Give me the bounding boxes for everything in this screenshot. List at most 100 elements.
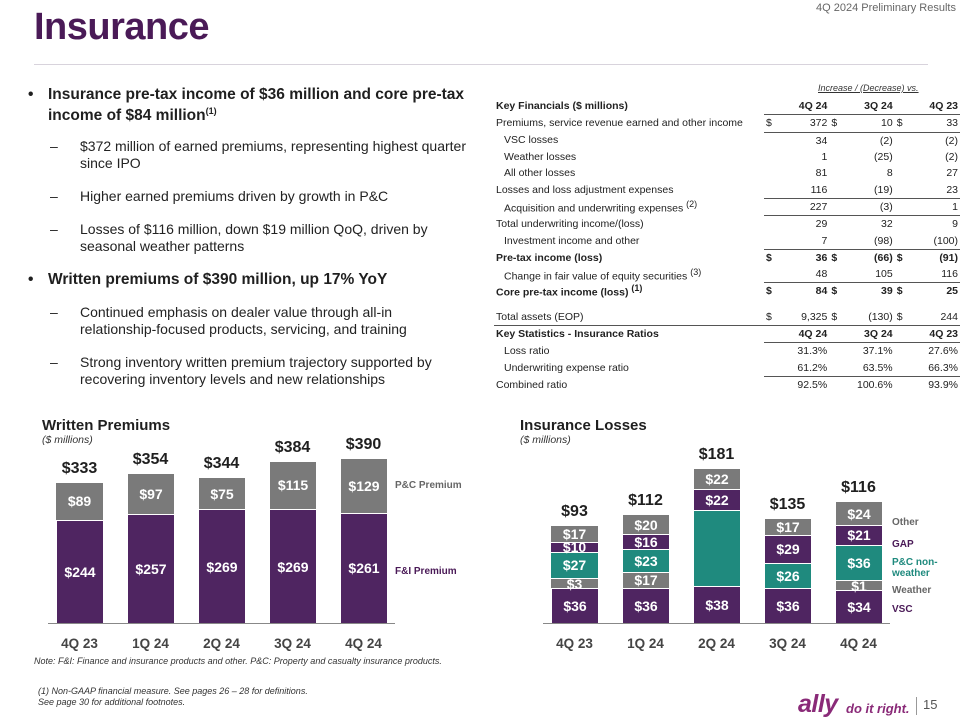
legend-pc-premium: P&C Premium <box>395 480 462 491</box>
bar-segment-f-i-premium: $244 <box>56 519 103 623</box>
col-header: 3Q 24 <box>829 324 895 344</box>
bullet-pretax-income: Insurance pre-tax income of $36 million … <box>28 86 468 124</box>
legend-fi-premium: F&I Premium <box>395 566 457 577</box>
data-label: $36 <box>563 598 587 615</box>
data-label: $26 <box>776 567 800 584</box>
col-header: 4Q 24 <box>763 98 830 116</box>
bar-total-label: $135 <box>769 496 806 514</box>
row-label: Underwriting expense ratio <box>504 361 629 374</box>
bar-total-label: $116 <box>841 479 876 497</box>
bullet-written-premiums: Written premiums of $390 million, up 17%… <box>28 271 468 288</box>
table-cell: 34 <box>815 134 828 147</box>
bar-segment-gap: $16 <box>622 533 669 550</box>
legend-weather: Weather <box>892 585 932 596</box>
bar-segment-p-c-non-weather: $27 <box>551 551 598 579</box>
table-row: Losses and loss adjustment expenses 116 (1… <box>494 181 960 199</box>
x-tick-label: 4Q 23 <box>556 636 593 651</box>
footnote-2: See page 30 for additional footnotes. <box>38 697 186 707</box>
legend-vsc: VSC <box>892 604 913 615</box>
data-label: $269 <box>206 558 238 575</box>
bar-segment-gap: $21 <box>835 524 882 546</box>
table-row: Total assets (EOP) $9,325 $ (130) $244 <box>494 300 960 334</box>
bar-total-label: $333 <box>61 460 98 478</box>
row-label: Pre-tax income (loss) <box>496 251 603 264</box>
bar-segment-weather: $17 <box>622 571 669 589</box>
title-divider <box>34 64 928 65</box>
x-tick-label: 1Q 24 <box>627 636 664 651</box>
bar-total-label: $390 <box>345 436 382 454</box>
bar-segment-other: $20 <box>622 514 669 534</box>
table-cell: 27 <box>946 167 958 180</box>
bar-total-label: $181 <box>698 445 735 463</box>
table-cell: 1 <box>821 151 828 164</box>
bar-segment-p-c-premium: $97 <box>127 473 174 515</box>
table-row: Core pre-tax income (loss) (1) $84 $39 $25 <box>494 283 960 300</box>
bar-total-label: $354 <box>132 451 169 469</box>
data-label: $23 <box>634 552 658 569</box>
table-cell: $ (130) <box>831 310 893 323</box>
sub-bullet: Higher earned premiums driven by growth … <box>28 188 468 205</box>
sub-bullet: $372 million of earned premiums, represe… <box>28 138 468 172</box>
data-label: $36 <box>847 555 871 572</box>
table-cell: 27.6% <box>928 345 958 358</box>
table-cell: 9 <box>952 218 958 231</box>
x-axis <box>543 623 890 624</box>
summary-bullets: Insurance pre-tax income of $36 million … <box>28 86 468 404</box>
x-tick-label: 4Q 23 <box>61 636 98 651</box>
bar-segment-gap: $22 <box>693 489 740 511</box>
data-label: $10 <box>562 539 587 556</box>
table-cell: 63.5% <box>829 359 895 377</box>
data-label: $269 <box>277 558 309 575</box>
row-label: Weather losses <box>504 151 577 164</box>
row-label: Premiums, service revenue earned and oth… <box>496 117 743 130</box>
x-tick-label: 2Q 24 <box>203 636 240 651</box>
tagline: do it right. <box>846 701 910 716</box>
bar-segment-f-i-premium: $257 <box>127 514 174 623</box>
bar-segment-p-c-premium: $75 <box>198 477 245 510</box>
table-cell: (3) <box>829 198 895 217</box>
table-cell: 8 <box>886 167 893 180</box>
table-cell: 31.3% <box>797 345 828 358</box>
chart-subtitle: ($ millions) <box>520 434 571 446</box>
table-row: VSC losses 34 (2) (2) <box>494 132 960 149</box>
row-label: Losses and loss adjustment expenses <box>496 183 674 196</box>
bar-segment-other: $17 <box>764 518 811 535</box>
bar-total-label: $93 <box>561 503 588 521</box>
table-row: Total underwriting income/(loss) 29 32 9 <box>494 216 960 233</box>
data-label: $3 <box>566 575 583 592</box>
data-label: $257 <box>135 561 167 578</box>
table-cell: $ (91) <box>896 251 958 264</box>
key-financials-table: Key Financials ($ millions) 4Q 24 3Q 24 … <box>494 98 960 334</box>
data-label: $17 <box>634 572 658 589</box>
footnote-1: (1) Non-GAAP financial measure. See page… <box>38 686 308 696</box>
table-title: Key Statistics - Insurance Ratios <box>494 324 764 343</box>
bar-total-label: $112 <box>628 492 663 510</box>
table-cell: (25) <box>874 151 893 164</box>
bar-segment-vsc: $38 <box>693 586 740 623</box>
data-label: $21 <box>847 527 871 544</box>
table-cell: 227 <box>763 198 830 217</box>
table-cell: (100) <box>894 232 960 250</box>
bar-segment-gap: $10 <box>551 539 598 556</box>
table-cell: 48 <box>763 265 830 284</box>
table-row: Change in fair value of equity securitie… <box>494 265 960 284</box>
table-cell: (2) <box>945 134 958 147</box>
table-cell: 116 <box>894 265 960 284</box>
table-row: All other losses 81 8 27 <box>494 165 960 181</box>
table-cell: $9,325 <box>765 310 828 323</box>
data-label: $115 <box>277 477 309 494</box>
table-cell: 29 <box>815 218 828 231</box>
data-label: $244 <box>64 563 96 580</box>
table-cell: $33 <box>894 114 960 133</box>
bar-segment-f-i-premium: $261 <box>340 512 387 623</box>
report-label: 4Q 2024 Preliminary Results <box>815 2 956 14</box>
table-cell: 7 <box>763 232 830 250</box>
row-label: Acquisition and underwriting expenses (2… <box>504 199 698 215</box>
table-cell: $10 <box>829 114 895 133</box>
data-label: $97 <box>139 486 163 503</box>
col-header: 4Q 24 <box>763 324 830 344</box>
table-row: Pre-tax income (loss) $36 $ (66) $ (91) <box>494 249 960 266</box>
bar-segment-p-c-premium: $89 <box>56 482 103 520</box>
table-row: Combined ratio 92.5% 100.6% 93.9% <box>494 376 960 393</box>
x-tick-label: 1Q 24 <box>132 636 169 651</box>
